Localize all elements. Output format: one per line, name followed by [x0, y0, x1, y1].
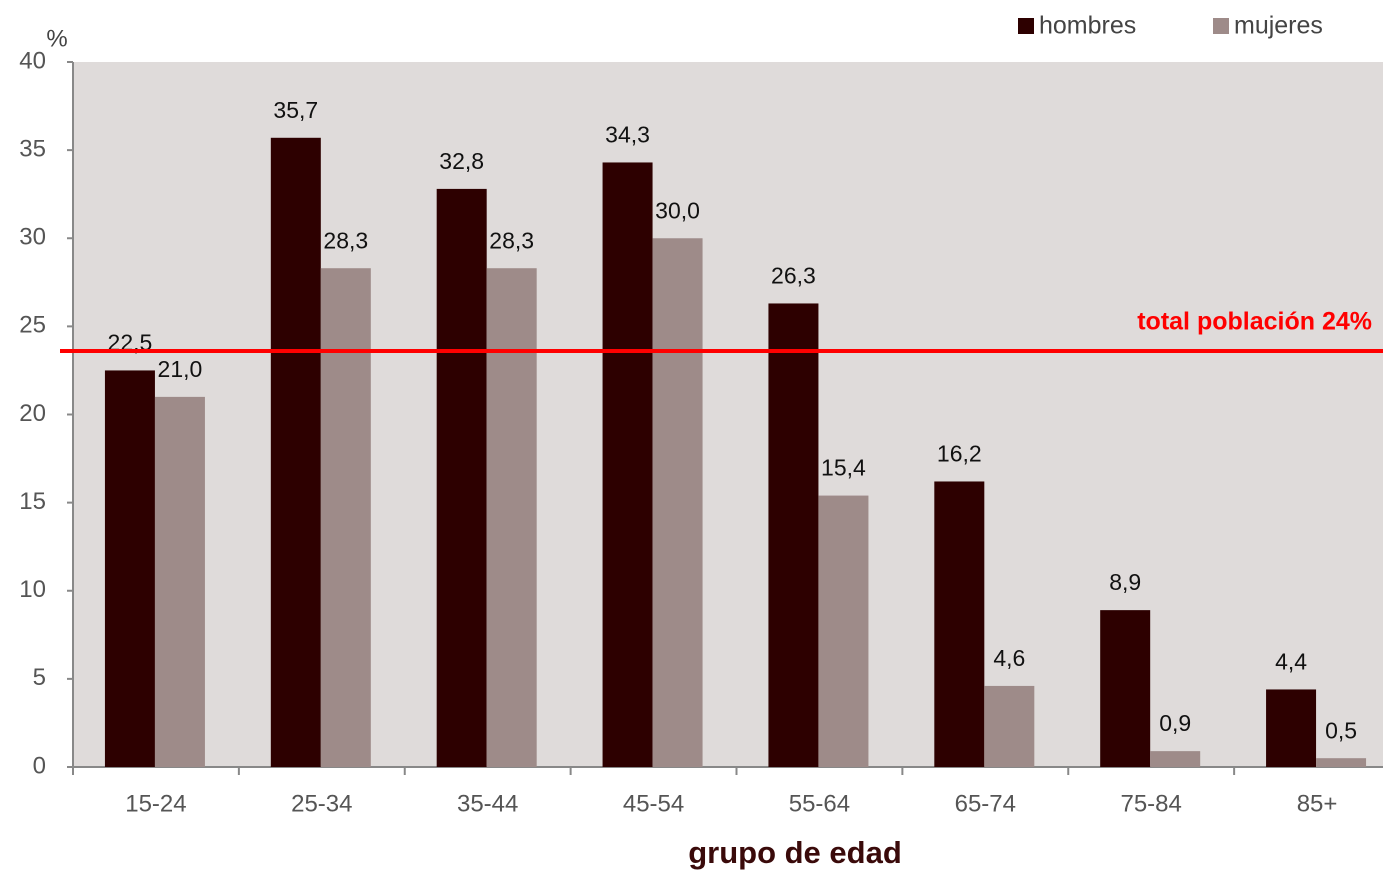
- y-tick-label: 0: [33, 752, 46, 779]
- value-label: 30,0: [655, 197, 700, 223]
- value-label: 16,2: [937, 441, 982, 467]
- bar: [768, 303, 819, 767]
- value-label: 34,3: [605, 122, 650, 148]
- y-tick-label: 40: [19, 47, 46, 74]
- value-label: 4,4: [1275, 649, 1307, 675]
- y-tick-label: 20: [19, 400, 46, 427]
- x-tick-label: 25-34: [291, 790, 352, 817]
- x-axis-title: grupo de edad: [688, 835, 902, 870]
- reference-label: total población 24%: [1137, 308, 1372, 336]
- value-label: 4,6: [993, 645, 1025, 671]
- x-tick-label: 35-44: [457, 790, 518, 817]
- plot-area: [73, 62, 1383, 767]
- bar: [984, 685, 1035, 767]
- y-tick-label: 5: [33, 664, 46, 691]
- bar: [320, 268, 371, 767]
- y-tick-label: 15: [19, 488, 46, 515]
- bar: [436, 188, 487, 767]
- legend-label: mujeres: [1234, 12, 1323, 40]
- y-tick-label: 10: [19, 576, 46, 603]
- value-label: 15,4: [821, 455, 866, 481]
- bar: [1316, 758, 1367, 767]
- x-tick-label: 75-84: [1120, 790, 1181, 817]
- bar: [154, 396, 205, 767]
- bar: [818, 495, 869, 767]
- x-tick-label: 55-64: [789, 790, 850, 817]
- bar: [104, 370, 155, 767]
- legend-label: hombres: [1039, 12, 1136, 40]
- x-tick-label: 15-24: [125, 790, 186, 817]
- bar: [652, 238, 703, 767]
- value-label: 28,3: [323, 227, 368, 253]
- bar: [602, 162, 653, 767]
- y-tick-label: 25: [19, 312, 46, 339]
- x-tick-label: 45-54: [623, 790, 684, 817]
- value-label: 32,8: [439, 148, 484, 174]
- value-label: 35,7: [273, 97, 318, 123]
- value-label: 8,9: [1109, 569, 1141, 595]
- y-unit: %: [46, 25, 67, 52]
- value-label: 26,3: [771, 263, 816, 289]
- bar: [270, 137, 321, 768]
- value-label: 28,3: [489, 227, 534, 253]
- legend-swatch: [1018, 18, 1034, 34]
- bar: [1100, 610, 1151, 767]
- y-tick-label: 35: [19, 135, 46, 162]
- bar: [1266, 689, 1317, 767]
- y-tick-label: 30: [19, 224, 46, 251]
- x-tick-label: 65-74: [955, 790, 1016, 817]
- x-tick-label: 85+: [1297, 790, 1338, 817]
- legend-swatch: [1213, 18, 1229, 34]
- value-label: 0,5: [1325, 717, 1357, 743]
- bar: [1150, 751, 1201, 767]
- bar: [486, 268, 537, 767]
- value-label: 0,9: [1159, 710, 1191, 736]
- bar: [934, 481, 985, 767]
- value-label: 21,0: [158, 356, 203, 382]
